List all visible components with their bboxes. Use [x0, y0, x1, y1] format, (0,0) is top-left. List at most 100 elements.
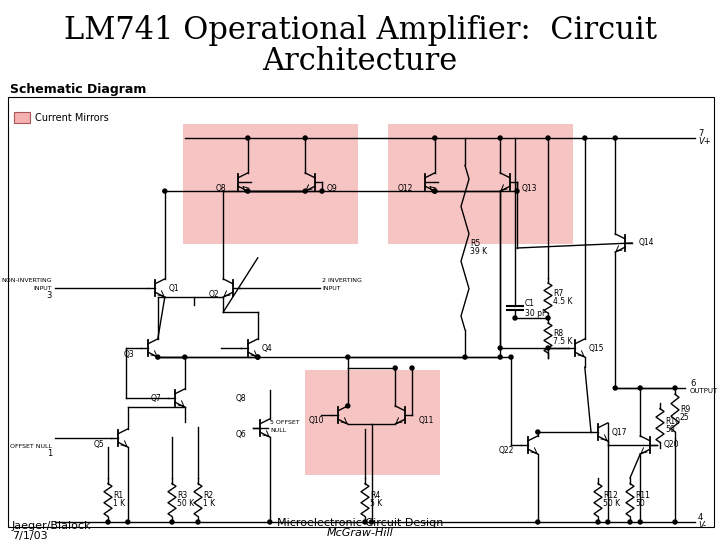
- Text: Architecture: Architecture: [262, 46, 458, 78]
- Text: Q4: Q4: [262, 343, 273, 353]
- Circle shape: [613, 136, 617, 140]
- Circle shape: [628, 520, 632, 524]
- Text: 1 K: 1 K: [113, 500, 125, 509]
- Text: 50 K: 50 K: [603, 500, 620, 509]
- Text: Q7: Q7: [150, 394, 161, 402]
- Circle shape: [246, 136, 250, 140]
- Circle shape: [638, 520, 642, 524]
- Text: R3: R3: [177, 491, 187, 501]
- Text: R8: R8: [553, 329, 563, 339]
- Text: Q1: Q1: [169, 284, 179, 293]
- Text: 4.5 K: 4.5 K: [553, 298, 572, 307]
- Text: Microelectronic Circuit Design: Microelectronic Circuit Design: [276, 518, 444, 528]
- Text: Schematic Diagram: Schematic Diagram: [10, 84, 146, 97]
- Text: OUTPUT: OUTPUT: [690, 388, 719, 394]
- Circle shape: [606, 520, 610, 524]
- Circle shape: [156, 355, 160, 359]
- Circle shape: [515, 189, 519, 193]
- Circle shape: [673, 386, 677, 390]
- Text: OFFSET NULL: OFFSET NULL: [10, 443, 52, 449]
- Circle shape: [498, 355, 503, 359]
- Text: Q11: Q11: [419, 416, 434, 426]
- Circle shape: [433, 189, 437, 193]
- Circle shape: [246, 189, 250, 193]
- Text: R2: R2: [203, 491, 213, 501]
- Circle shape: [410, 366, 414, 370]
- Text: V+: V+: [698, 137, 711, 145]
- Circle shape: [673, 520, 677, 524]
- Bar: [305, 370, 440, 475]
- Circle shape: [163, 189, 167, 193]
- Text: Q3: Q3: [123, 349, 134, 359]
- Circle shape: [498, 136, 503, 140]
- Circle shape: [546, 316, 550, 320]
- Circle shape: [256, 355, 260, 359]
- Text: R12: R12: [603, 491, 618, 501]
- Text: 3: 3: [47, 292, 52, 300]
- Circle shape: [183, 355, 186, 359]
- Text: Q22: Q22: [499, 447, 514, 456]
- Circle shape: [509, 355, 513, 359]
- Text: 5 K: 5 K: [370, 500, 382, 509]
- Text: Q5: Q5: [94, 440, 104, 449]
- Text: Current Mirrors: Current Mirrors: [35, 113, 109, 123]
- Circle shape: [536, 430, 540, 434]
- Text: Q2: Q2: [208, 289, 219, 299]
- Text: C1: C1: [525, 299, 535, 307]
- Text: 1 K: 1 K: [203, 500, 215, 509]
- Text: 50: 50: [635, 500, 644, 509]
- Text: Q15: Q15: [589, 343, 605, 353]
- Circle shape: [196, 520, 200, 524]
- Text: Q13: Q13: [522, 184, 538, 192]
- Text: 25: 25: [680, 413, 690, 422]
- Text: 39 K: 39 K: [470, 247, 487, 256]
- Text: R4: R4: [370, 491, 380, 501]
- Bar: [183, 124, 358, 244]
- Circle shape: [320, 189, 324, 193]
- Text: Jaeger/Blalock: Jaeger/Blalock: [12, 521, 91, 531]
- Circle shape: [346, 355, 350, 359]
- Circle shape: [363, 520, 367, 524]
- Text: 50 K: 50 K: [177, 500, 194, 509]
- Text: Q8: Q8: [215, 184, 226, 192]
- Circle shape: [393, 366, 397, 370]
- Text: 7: 7: [698, 130, 703, 138]
- Text: McGraw-Hill: McGraw-Hill: [327, 528, 393, 538]
- Text: R1: R1: [113, 491, 123, 501]
- Bar: [8, 97, 714, 527]
- Circle shape: [303, 136, 307, 140]
- Text: 6: 6: [690, 380, 696, 388]
- Text: 2 INVERTING: 2 INVERTING: [322, 278, 362, 282]
- Circle shape: [638, 386, 642, 390]
- Circle shape: [433, 189, 437, 193]
- Circle shape: [126, 520, 130, 524]
- Circle shape: [546, 136, 550, 140]
- Circle shape: [582, 136, 587, 140]
- Circle shape: [536, 520, 540, 524]
- Text: 4: 4: [698, 514, 703, 523]
- Text: NON-INVERTING: NON-INVERTING: [1, 278, 52, 282]
- Text: 1: 1: [47, 449, 52, 458]
- Text: Q14: Q14: [639, 239, 654, 247]
- Text: INPUT: INPUT: [322, 286, 341, 291]
- Text: Q20: Q20: [664, 441, 680, 449]
- Circle shape: [106, 520, 110, 524]
- Text: Q17: Q17: [612, 428, 628, 436]
- Circle shape: [268, 520, 272, 524]
- Text: 7/1/03: 7/1/03: [12, 531, 48, 540]
- Text: V-: V-: [698, 521, 706, 530]
- Bar: [14, 112, 30, 123]
- Circle shape: [433, 136, 437, 140]
- Circle shape: [170, 520, 174, 524]
- Circle shape: [369, 520, 374, 524]
- Circle shape: [463, 355, 467, 359]
- Text: R11: R11: [635, 491, 650, 501]
- Text: R5: R5: [470, 239, 480, 248]
- Circle shape: [346, 404, 350, 408]
- Circle shape: [498, 346, 503, 350]
- Text: 7.5 K: 7.5 K: [553, 338, 572, 347]
- Circle shape: [596, 520, 600, 524]
- Text: 30 pF: 30 pF: [525, 308, 546, 318]
- Text: R10: R10: [665, 417, 680, 426]
- Circle shape: [613, 386, 617, 390]
